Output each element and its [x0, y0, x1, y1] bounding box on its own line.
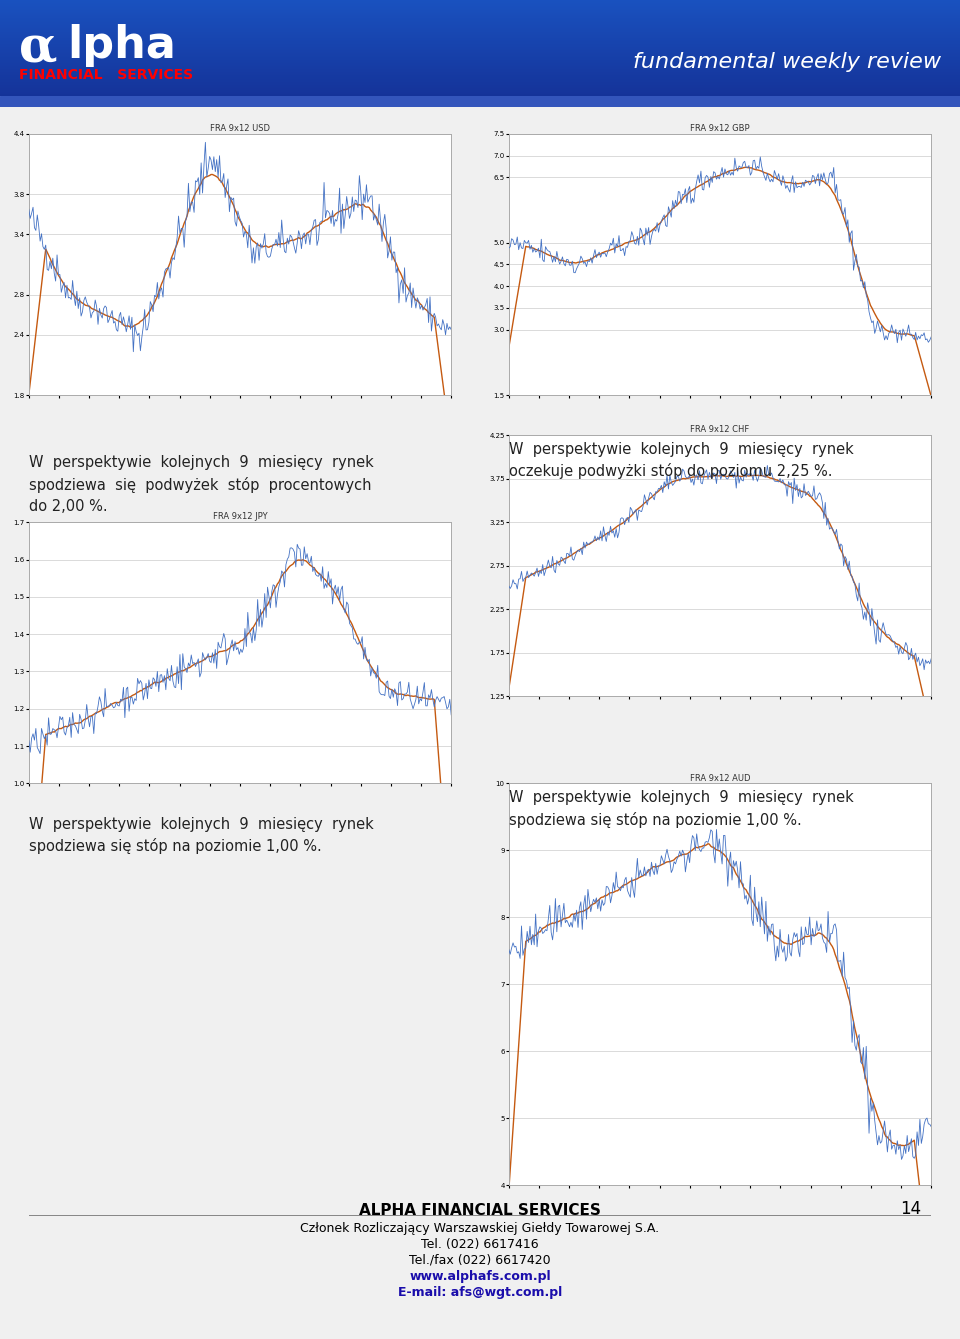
Text: W  perspektywie  kolejnych  9  miesięcy  rynek
spodziewa się stóp na poziomie 1,: W perspektywie kolejnych 9 miesięcy ryne… — [509, 790, 853, 828]
Text: E-mail: afs@wgt.com.pl: E-mail: afs@wgt.com.pl — [397, 1285, 563, 1299]
Title: FRA 9x12 USD: FRA 9x12 USD — [210, 125, 270, 133]
Text: ALPHA FINANCIAL SERVICES: ALPHA FINANCIAL SERVICES — [359, 1204, 601, 1218]
Text: α: α — [19, 24, 58, 74]
Text: W  perspektywie  kolejnych  9  miesięcy  rynek
spodziewa  się  podwyżek  stóp  p: W perspektywie kolejnych 9 miesięcy ryne… — [29, 455, 373, 514]
Title: FRA 9x12 JPY: FRA 9x12 JPY — [213, 513, 267, 521]
Text: FINANCIAL   SERVICES: FINANCIAL SERVICES — [19, 68, 193, 82]
Text: W  perspektywie  kolejnych  9  miesięcy  rynek
oczekuje podwyżki stóp do poziomu: W perspektywie kolejnych 9 miesięcy ryne… — [509, 442, 853, 479]
Text: W  perspektywie  kolejnych  9  miesięcy  rynek
spodziewa się stóp na poziomie 1,: W perspektywie kolejnych 9 miesięcy ryne… — [29, 817, 373, 854]
Text: lpha: lpha — [67, 24, 176, 67]
Text: 14: 14 — [900, 1201, 922, 1218]
Title: FRA 9x12 AUD: FRA 9x12 AUD — [689, 774, 751, 782]
Text: fundamental weekly review: fundamental weekly review — [633, 52, 941, 72]
Text: www.alphafs.com.pl: www.alphafs.com.pl — [409, 1269, 551, 1283]
Text: Członek Rozliczający Warszawskiej Giełdy Towarowej S.A.: Członek Rozliczający Warszawskiej Giełdy… — [300, 1221, 660, 1235]
Text: Tel. (022) 6617416: Tel. (022) 6617416 — [421, 1237, 539, 1251]
Text: Tel./fax (022) 6617420: Tel./fax (022) 6617420 — [409, 1253, 551, 1267]
Title: FRA 9x12 GBP: FRA 9x12 GBP — [690, 125, 750, 133]
Title: FRA 9x12 CHF: FRA 9x12 CHF — [690, 426, 750, 434]
